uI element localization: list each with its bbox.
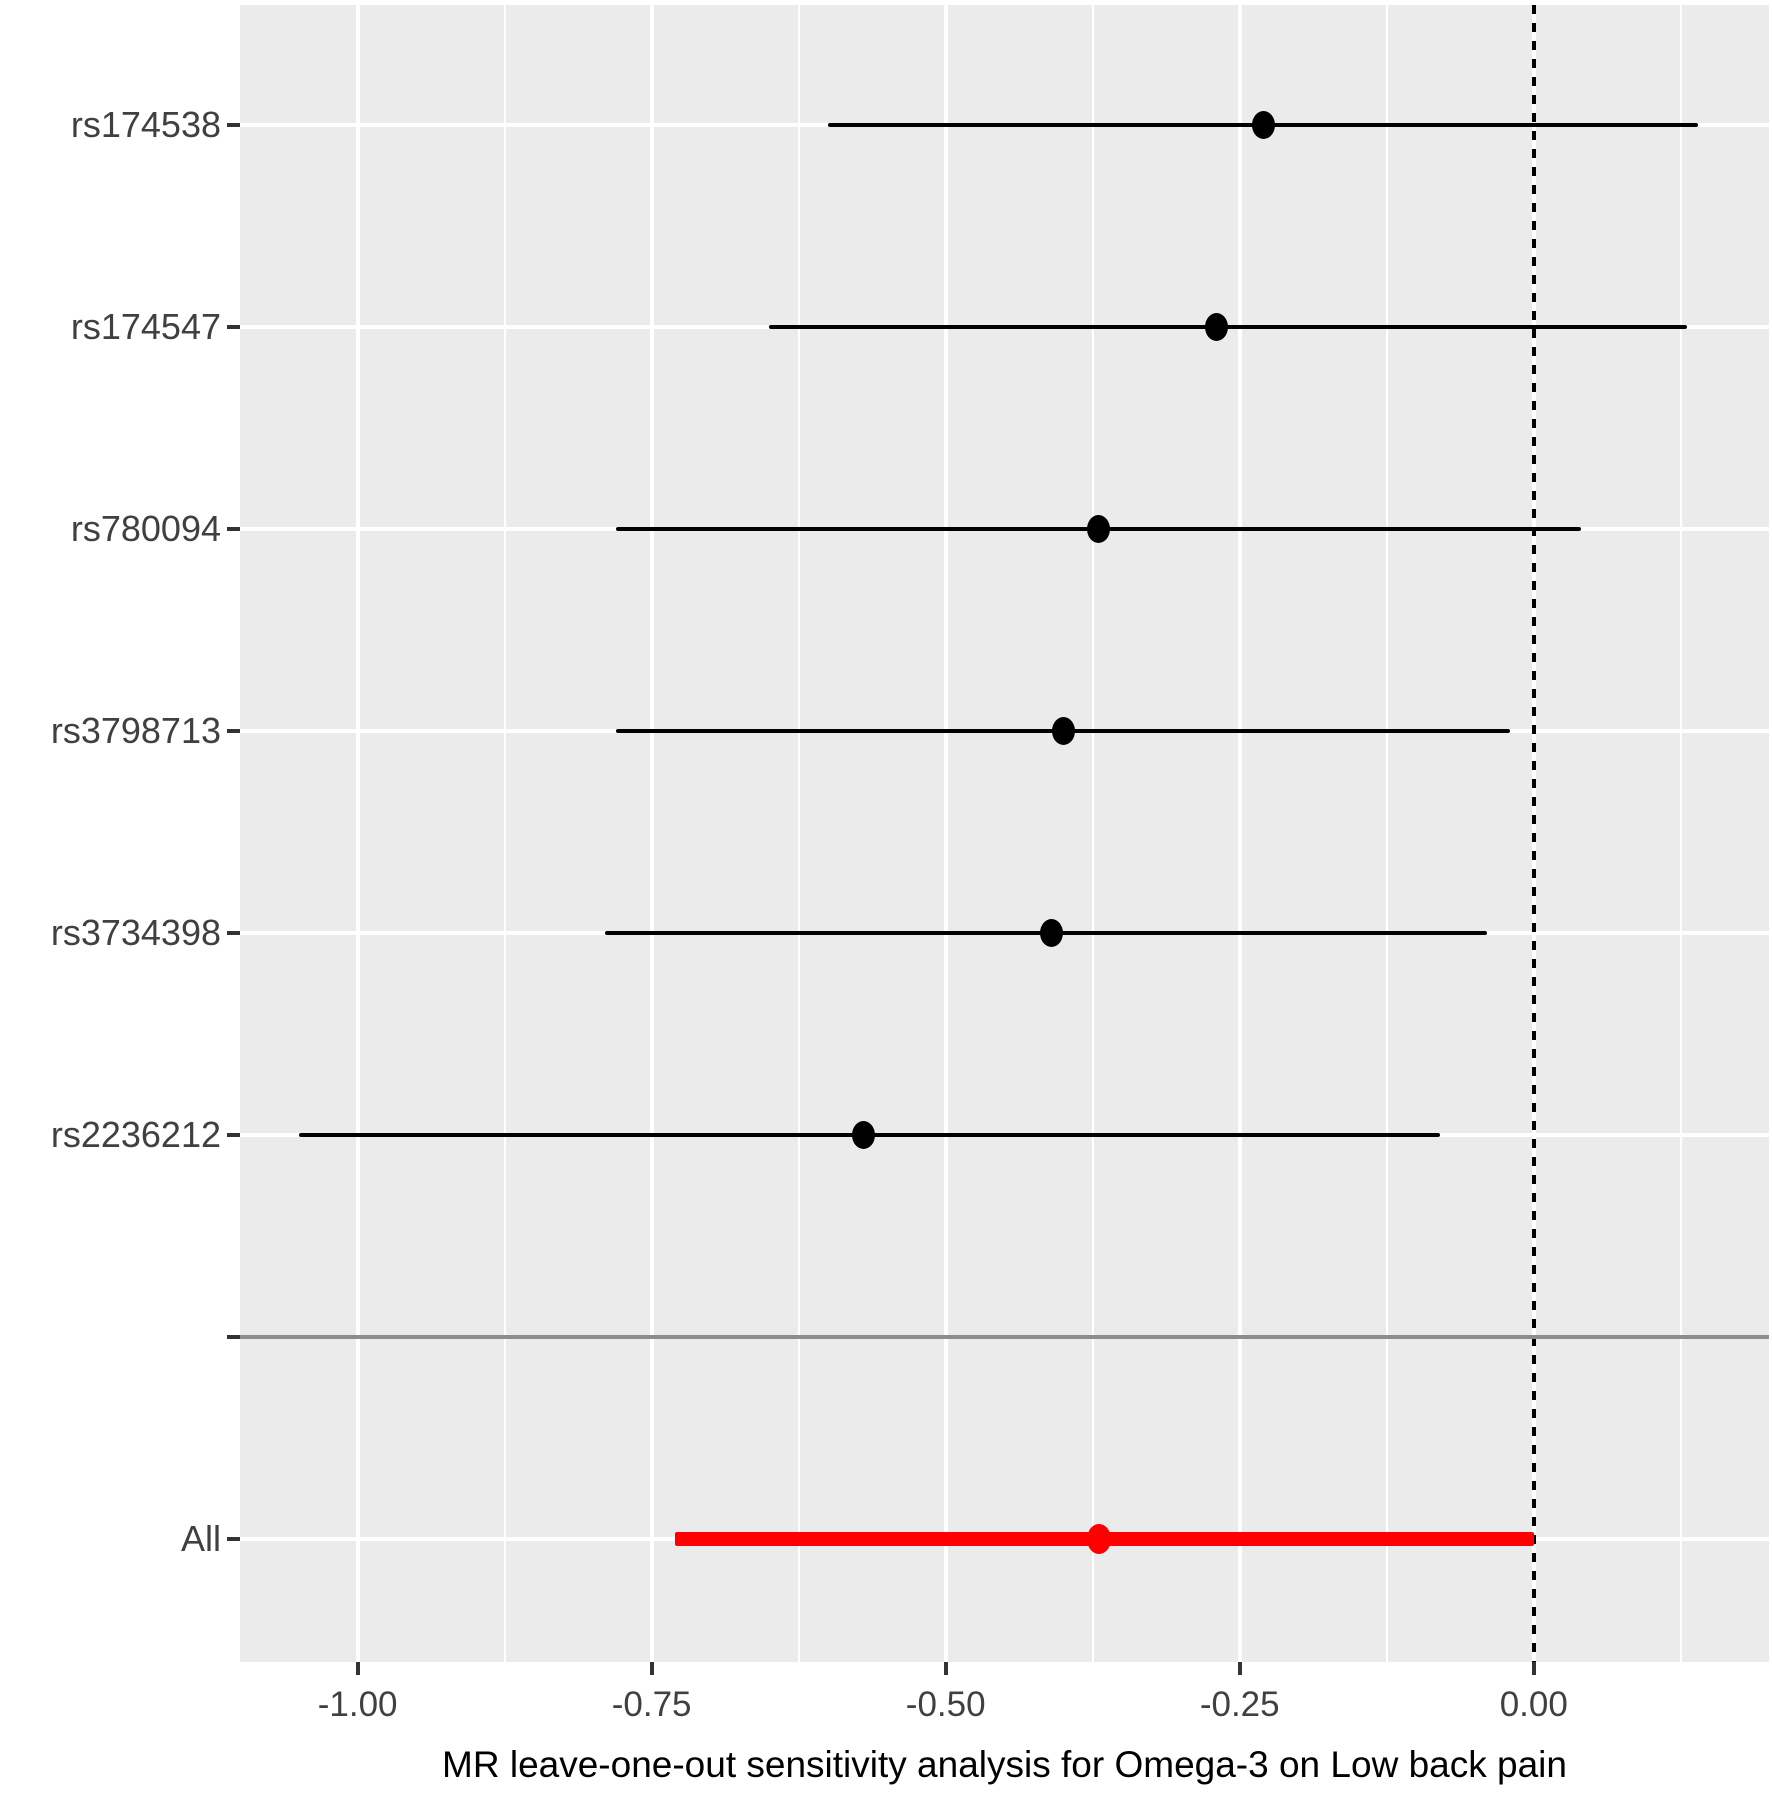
point-estimate: [1051, 717, 1075, 745]
y-axis-tick: [227, 527, 240, 531]
confidence-interval: [769, 325, 1687, 329]
reference-dotted-line: [1531, 5, 1536, 1662]
gridline-major-vertical: [1237, 5, 1242, 1662]
point-estimate: [1040, 919, 1064, 947]
y-axis-tick: [227, 325, 240, 329]
gridline-minor-vertical: [1385, 5, 1388, 1662]
gridline-minor-vertical: [1679, 5, 1682, 1662]
x-axis-tick: [943, 1662, 948, 1675]
point-estimate: [1087, 515, 1111, 543]
gridline-major-vertical: [355, 5, 360, 1662]
gridline-major-vertical: [649, 5, 654, 1662]
x-axis-tick: [355, 1662, 360, 1675]
y-axis-label: rs3798713: [50, 710, 221, 751]
y-axis-tick: [227, 931, 240, 935]
point-estimate-all: [1086, 1524, 1111, 1554]
y-axis-tick: [227, 1335, 240, 1339]
separator-line: [240, 1335, 1769, 1339]
y-axis-label: rs174538: [70, 104, 221, 145]
plot-panel: [240, 5, 1769, 1662]
y-axis-label: rs780094: [70, 508, 221, 549]
x-axis-label: -1.00: [317, 1685, 398, 1724]
gridline-major-vertical: [943, 5, 948, 1662]
x-axis-label: 0.00: [1499, 1685, 1568, 1724]
x-axis-label: -0.75: [611, 1685, 692, 1724]
x-axis-label: -0.25: [1199, 1685, 1280, 1724]
point-estimate: [1251, 111, 1275, 139]
y-axis-label: All: [180, 1518, 221, 1559]
y-axis-tick: [227, 1537, 240, 1541]
gridline-minor-vertical: [797, 5, 800, 1662]
y-axis-label: rs174547: [70, 306, 221, 347]
x-axis-title: MR leave-one-out sensitivity analysis fo…: [442, 1744, 1567, 1785]
x-axis-tick: [1237, 1662, 1242, 1675]
x-axis-label: -0.50: [905, 1685, 986, 1724]
y-axis-label: rs2236212: [50, 1114, 221, 1155]
point-estimate: [851, 1121, 875, 1149]
y-axis-label: rs3734398: [50, 912, 221, 953]
x-axis-tick: [1531, 1662, 1536, 1675]
x-axis-tick: [649, 1662, 654, 1675]
point-estimate: [1204, 313, 1228, 341]
y-axis-tick: [227, 1133, 240, 1137]
gridline-minor-vertical: [503, 5, 506, 1662]
y-axis-tick: [227, 729, 240, 733]
y-axis-tick: [227, 123, 240, 127]
gridline-minor-vertical: [1091, 5, 1094, 1662]
